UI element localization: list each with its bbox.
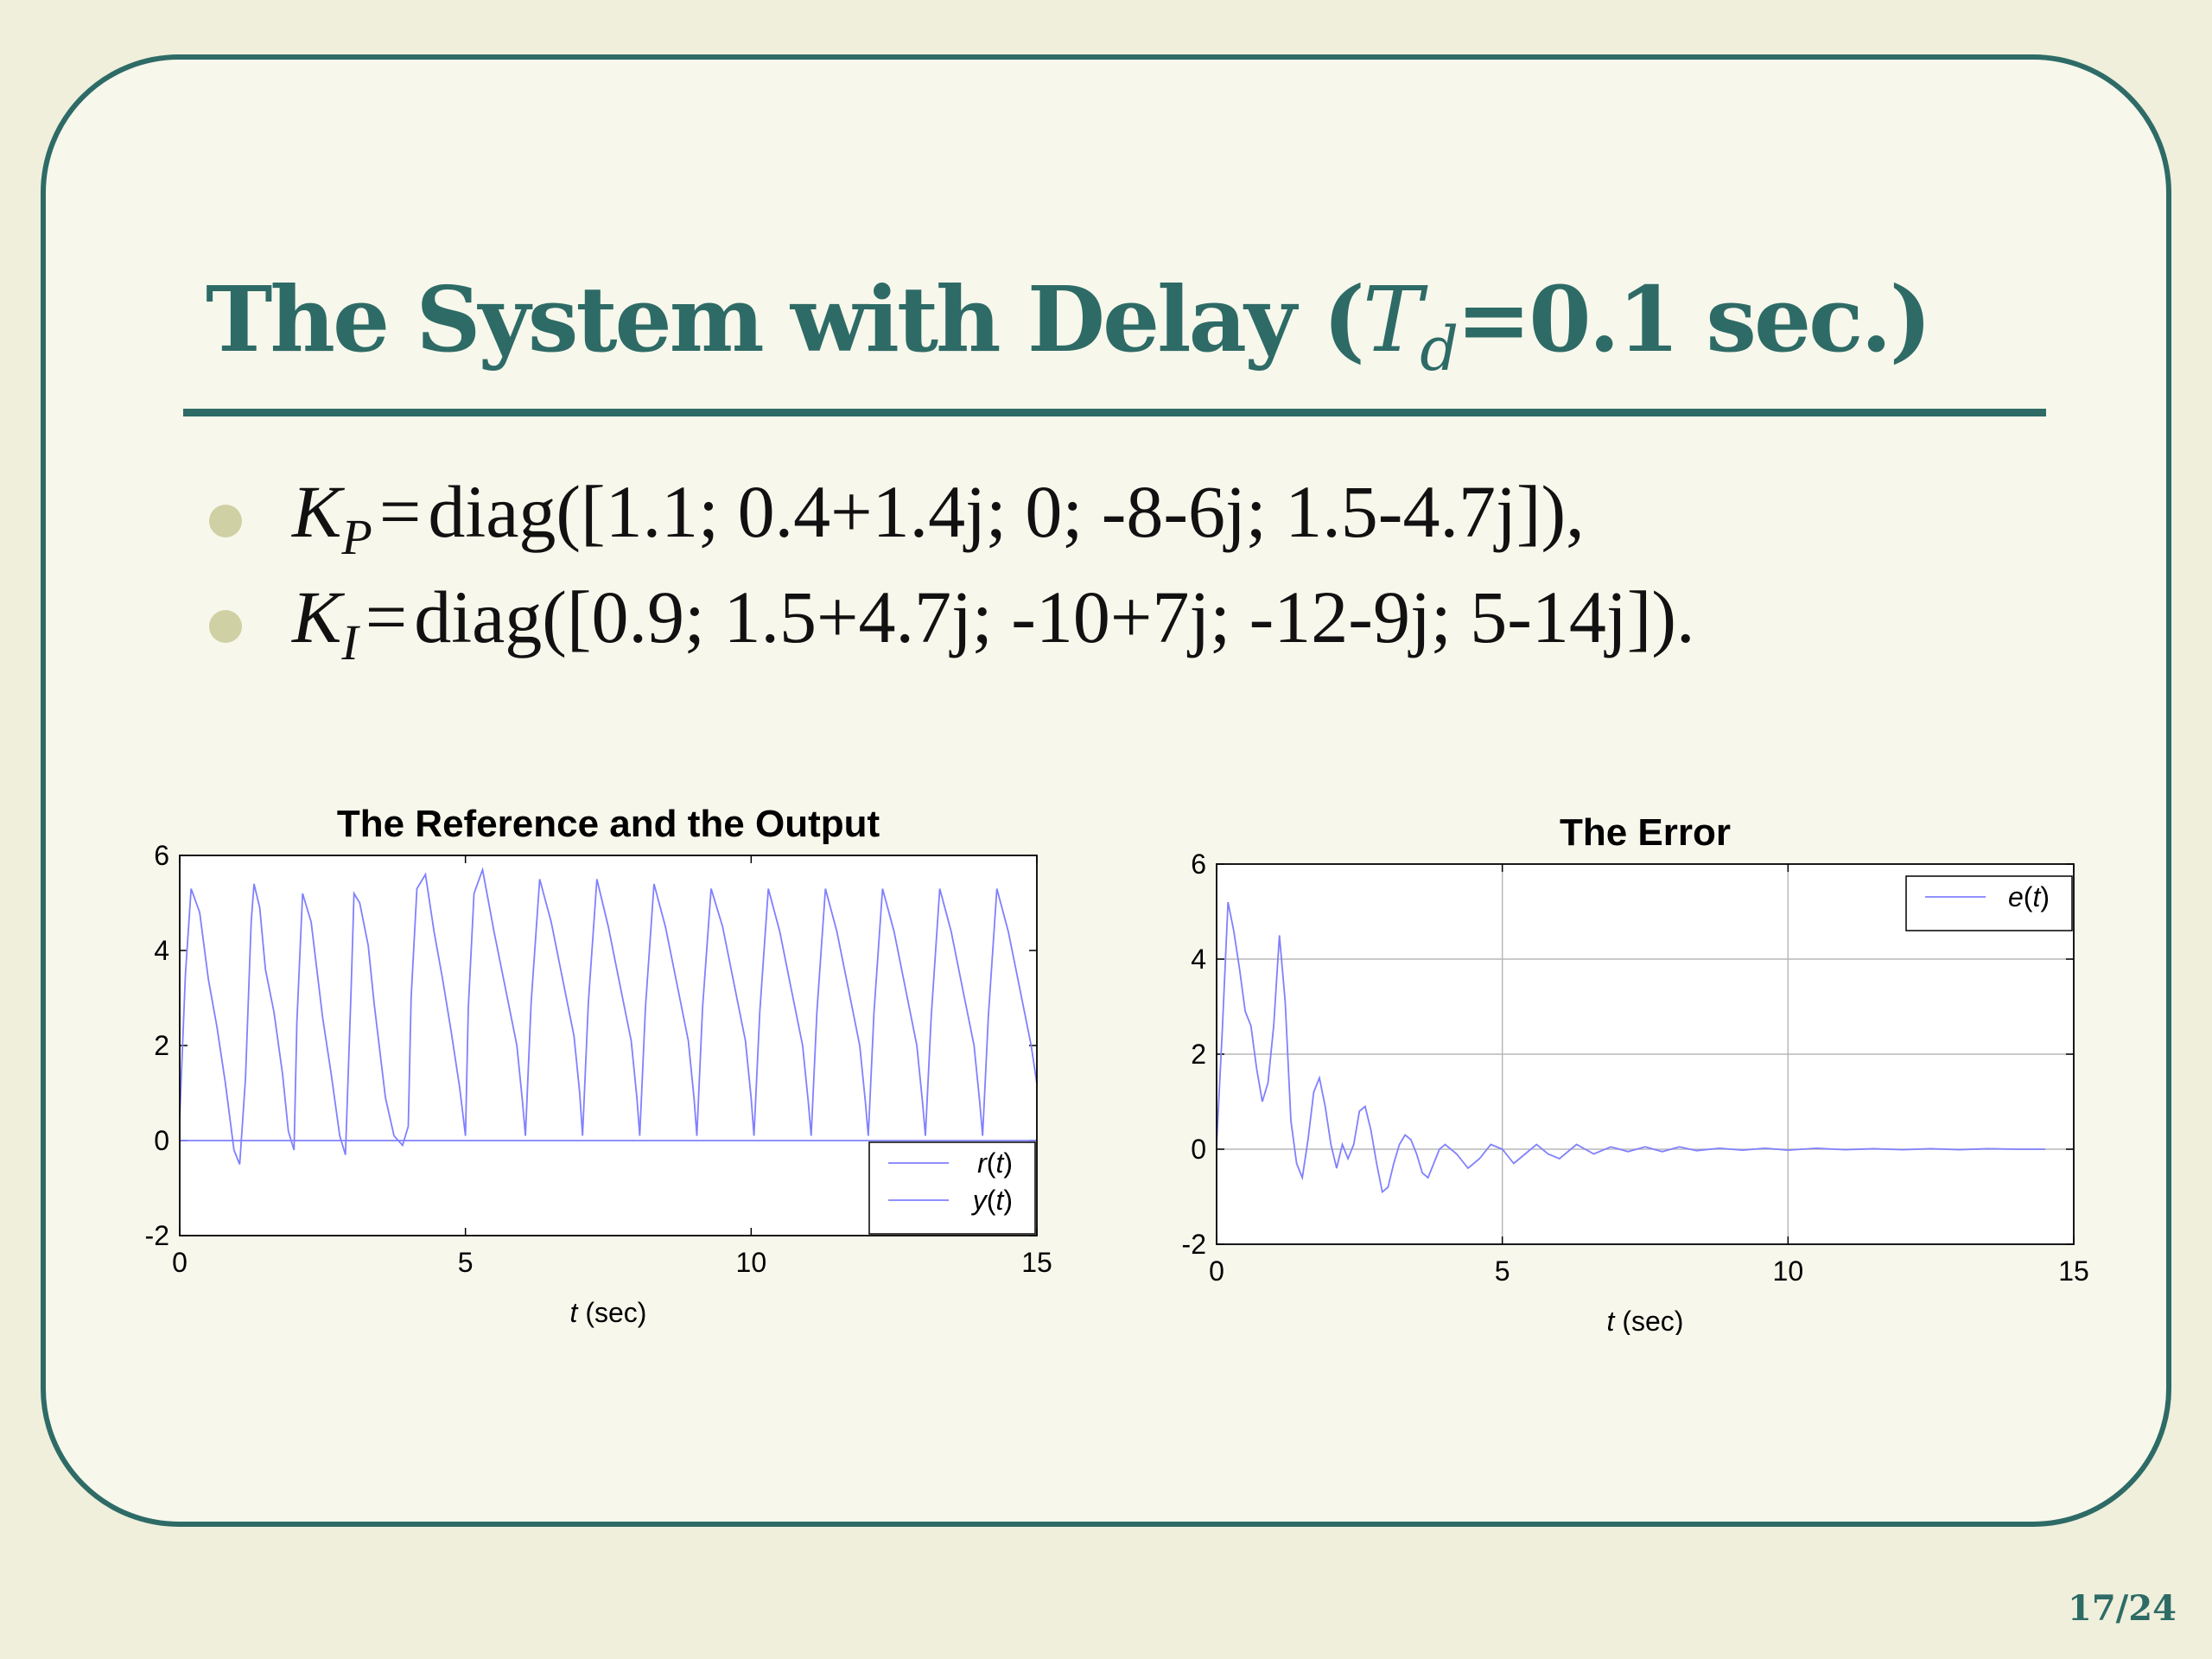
y-tick-label: 0	[1191, 1134, 1206, 1165]
legend-box	[1905, 875, 2073, 931]
x-tick-label: 10	[1773, 1255, 1804, 1287]
y-tick-label: -2	[145, 1220, 169, 1251]
x-axis-label: t (sec)	[1607, 1306, 1684, 1335]
bullet-marker	[209, 505, 242, 537]
x-tick-label: 5	[458, 1247, 474, 1278]
bullet-kp: KP=diag([1.1; 0.4+1.4j; 0; -8-6j; 1.5-4.…	[292, 470, 1585, 565]
x-tick-label: 0	[172, 1247, 188, 1278]
bullet-marker	[209, 610, 242, 643]
legend-label: r(t)	[977, 1147, 1013, 1179]
y-tick-label: 4	[154, 935, 169, 966]
x-tick-label: 10	[736, 1247, 767, 1278]
y-tick-label: -2	[1182, 1229, 1206, 1260]
slide-frame	[41, 54, 2171, 1527]
chart-title: The Reference and the Output	[337, 803, 880, 845]
title-underline	[183, 409, 2046, 416]
y-tick-label: 6	[154, 840, 169, 871]
legend-label: e(t)	[2008, 881, 2050, 912]
x-tick-label: 15	[2058, 1255, 2089, 1287]
x-axis-label: t (sec)	[570, 1297, 647, 1328]
axes-frame	[179, 855, 1038, 1236]
x-tick-label: 15	[1021, 1247, 1052, 1278]
slide-title: The System with Delay (Td=0.1 sec.)	[206, 266, 1932, 385]
legend: e(t)	[1905, 875, 2073, 931]
y-tick-label: 6	[1191, 849, 1206, 880]
chart-title: The Error	[1560, 811, 1731, 854]
series-line-y	[179, 867, 1038, 1165]
y-tick-label: 2	[154, 1030, 169, 1061]
legend-box	[868, 1141, 1036, 1235]
y-tick-label: 4	[1191, 944, 1206, 975]
y-tick-label: 0	[154, 1125, 169, 1156]
axes-frame	[1216, 863, 2075, 1245]
bullet-ki: KI=diag([0.9; 1.5+4.7j; -10+7j; -12-9j; …	[292, 575, 1695, 671]
page-number: 17/24	[2068, 1588, 2177, 1629]
x-tick-label: 0	[1209, 1255, 1224, 1287]
series-line-e	[1216, 901, 2045, 1194]
legend-label: y(t)	[971, 1185, 1013, 1216]
x-tick-label: 5	[1495, 1255, 1510, 1287]
y-tick-label: 2	[1191, 1039, 1206, 1070]
legend: r(t) y(t)	[868, 1141, 1036, 1235]
